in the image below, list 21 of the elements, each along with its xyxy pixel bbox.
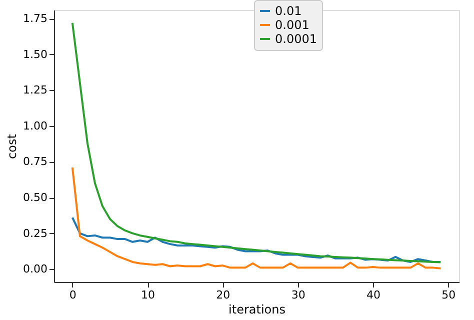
x-tick-label: 50 xyxy=(442,288,456,302)
y-tick-label: 0.50 xyxy=(23,191,48,204)
x-tick-label: 30 xyxy=(291,288,306,302)
x-tick-label: 10 xyxy=(141,288,156,302)
y-tick-label: 0.00 xyxy=(23,262,48,276)
y-tick-label: 1.75 xyxy=(23,12,48,26)
legend-label: 0.01 xyxy=(275,4,302,18)
x-tick-label: 0 xyxy=(69,288,76,302)
y-axis-title: cost xyxy=(5,134,20,159)
y-tick-label: 1.50 xyxy=(23,48,48,61)
legend-label: 0.001 xyxy=(275,18,310,32)
x-tick-label: 40 xyxy=(366,288,380,302)
y-tick-label: 1.00 xyxy=(23,119,48,132)
y-tick-label: 1.25 xyxy=(23,84,48,97)
line-series xyxy=(71,22,442,264)
x-axis-title: iterations xyxy=(228,302,286,316)
x-tick-label: 20 xyxy=(216,288,230,302)
line-series xyxy=(71,166,442,270)
y-tick-label: 0.75 xyxy=(23,155,48,168)
y-tick-label: 0.25 xyxy=(23,226,48,240)
legend-label: 0.0001 xyxy=(275,32,317,46)
